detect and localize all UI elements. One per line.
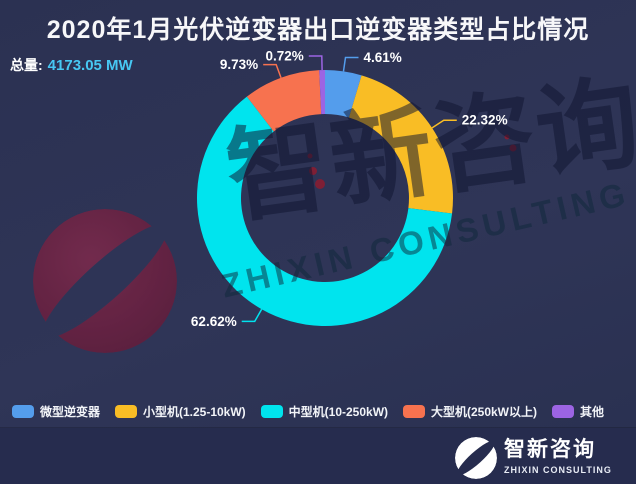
legend-item-3[interactable]: 中型机(10-250kW) — [260, 403, 389, 420]
splash-dots — [307, 134, 517, 189]
legend-label: 微型逆变器 — [40, 404, 101, 419]
label-leader-line — [241, 308, 263, 323]
pie-slice-4[interactable] — [246, 70, 322, 132]
label-leader-line — [342, 56, 359, 72]
splash-dot — [504, 134, 510, 140]
legend-swatch — [12, 404, 34, 418]
legend-item-2[interactable]: 小型机(1.25-10kW) — [114, 403, 246, 420]
pie-slice-3[interactable] — [196, 96, 453, 327]
pie-label-5: 0.72% — [266, 49, 304, 64]
brand-swoosh-watermark — [33, 209, 177, 353]
splash-dot — [509, 144, 517, 152]
pie-slice-5[interactable] — [319, 70, 325, 115]
pie-label-4: 9.73% — [220, 57, 258, 72]
legend-swatch — [260, 404, 283, 418]
pie-label-2: 22.32% — [462, 113, 508, 128]
legend-swatch — [551, 404, 574, 418]
legend-label: 其他 — [579, 404, 604, 419]
legend: 微型逆变器 小型机(1.25-10kW) 中型机(10-250kW) 大型机(250k… — [12, 399, 604, 423]
brand-name-latin: ZHIXIN CONSULTING — [504, 465, 612, 476]
brand-name-cjk: 智新咨询 — [504, 438, 596, 461]
legend-swatch — [114, 404, 137, 418]
brand-text-block: 智新咨询 ZHIXIN CONSULTING — [504, 437, 612, 476]
pie-label-3: 62.62% — [191, 314, 237, 329]
brand-logo-icon — [455, 437, 497, 479]
splash-dot — [309, 167, 317, 175]
label-leader-line — [431, 119, 457, 129]
legend-item-4[interactable]: 大型机(250kW以上) — [402, 403, 537, 420]
legend-label: 中型机(10-250kW) — [288, 404, 389, 419]
legend-swatch — [402, 404, 425, 418]
pie-slice-2[interactable] — [348, 75, 453, 214]
label-leader-line — [263, 63, 282, 79]
legend-item-1[interactable]: 微型逆变器 — [12, 403, 100, 420]
splash-dot — [315, 179, 325, 189]
total-label: 总量: — [10, 57, 43, 73]
label-leader-line — [308, 55, 323, 71]
legend-label: 小型机(1.25-10kW) — [142, 404, 246, 419]
footer-bar: 智新咨询 ZHIXIN CONSULTING — [0, 428, 636, 484]
total-value: 4173.05 MW — [47, 57, 133, 74]
page-title: 2020年1月光伏逆变器出口逆变器类型占比情况 — [46, 16, 590, 44]
splash-dot — [307, 153, 313, 159]
legend-item-5[interactable]: 其他 — [551, 403, 604, 420]
total-badge: 总量: 4173.05 MW — [10, 55, 133, 75]
legend-label: 大型机(250kW以上) — [430, 404, 537, 419]
pie-label-1: 4.61% — [363, 50, 401, 65]
pie-slice-1[interactable] — [325, 70, 362, 118]
